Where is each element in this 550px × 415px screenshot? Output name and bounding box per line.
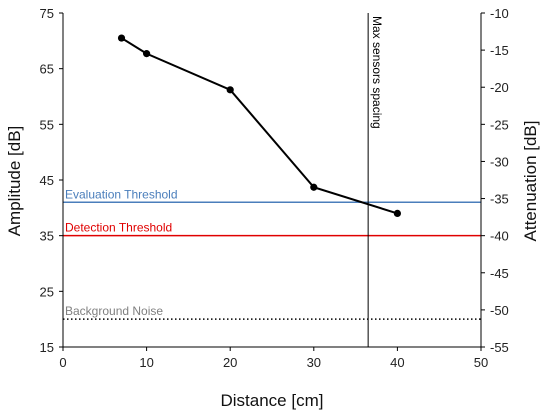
y2-tick-label: -10 — [490, 6, 509, 21]
x-tick-label: 0 — [59, 355, 66, 370]
y2-tick-label: -50 — [490, 303, 509, 318]
evaluation-threshold-label: Evaluation Threshold — [65, 187, 178, 201]
y2-tick-label: -40 — [490, 229, 509, 244]
x-tick-label: 40 — [390, 355, 404, 370]
background-noise-label: Background Noise — [65, 304, 163, 318]
max-sensors-spacing-label: Max sensors spacing — [370, 16, 384, 129]
axes — [59, 12, 485, 351]
x-tick-label: 30 — [307, 355, 321, 370]
y2-tick-label: -55 — [490, 340, 509, 355]
y-axis-title: Amplitude [dB] — [5, 126, 24, 237]
data-series — [117, 34, 401, 217]
y2-axis-title: Attenuation [dB] — [521, 121, 540, 242]
y2-tick-label: -25 — [490, 117, 509, 132]
data-point — [226, 86, 234, 94]
tick-labels: 0 10 20 30 40 50 15 25 35 45 55 65 75 -10 -15 -20 -25 -30… — [40, 6, 509, 370]
y-tick-label: 15 — [40, 340, 54, 355]
reference-lines — [63, 13, 481, 347]
y2-tick-label: -35 — [490, 192, 509, 207]
y2-tick-label: -45 — [490, 266, 509, 281]
y-tick-label: 65 — [40, 62, 54, 77]
y-tick-label: 45 — [40, 173, 54, 188]
data-point — [117, 34, 126, 42]
x-tick-label: 20 — [223, 355, 237, 370]
annotations: Evaluation Threshold Detection Threshold B… — [65, 16, 384, 318]
data-point — [143, 50, 151, 58]
y-tick-label: 55 — [40, 117, 54, 132]
y-tick-label: 75 — [40, 6, 54, 21]
data-point — [310, 183, 318, 191]
data-point — [393, 209, 401, 217]
detection-threshold-label: Detection Threshold — [65, 221, 172, 235]
x-tick-label: 50 — [474, 355, 488, 370]
y-tick-label: 25 — [40, 284, 54, 299]
y2-tick-label: -30 — [490, 154, 509, 169]
y2-tick-label: -15 — [490, 43, 509, 58]
y-tick-label: 35 — [40, 229, 54, 244]
x-axis-title: Distance [cm] — [221, 391, 324, 410]
y2-tick-label: -20 — [490, 80, 509, 95]
x-tick-label: 10 — [139, 355, 153, 370]
